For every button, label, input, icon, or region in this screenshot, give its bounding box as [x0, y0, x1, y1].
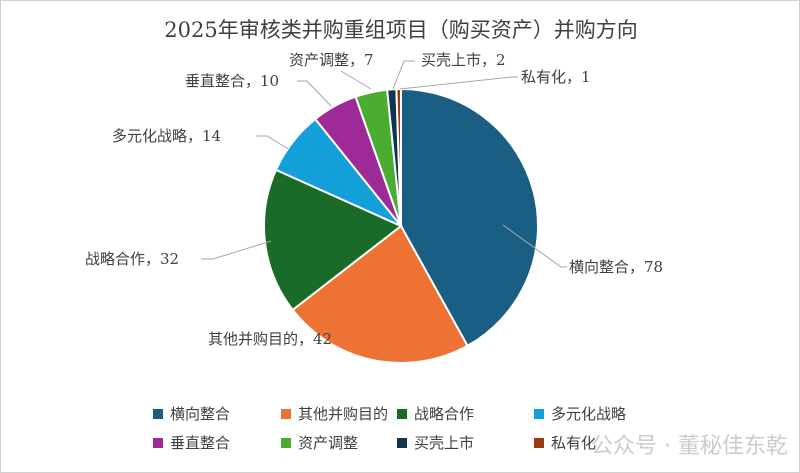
leader-line-2 [201, 240, 272, 260]
pie-slice-0 [400, 87, 539, 348]
watermark: 公众号 · 董秘佳东乾 [591, 434, 788, 459]
legend-label: 买壳上市 [414, 434, 474, 452]
legend-swatch [281, 409, 291, 419]
leader-line-7 [399, 76, 518, 90]
legend-swatch [534, 438, 544, 448]
legend-swatch [534, 409, 544, 419]
data-label-3: 多元化战略，14 [112, 127, 221, 145]
legend-label: 私有化 [551, 434, 596, 452]
legend-item-6: 买壳上市 [397, 434, 474, 452]
legend-item-1: 其他并购目的 [281, 405, 388, 423]
legend-item-2: 战略合作 [397, 405, 474, 423]
legend-label: 其他并购目的 [298, 405, 388, 423]
data-label-1: 其他并购目的，42 [208, 330, 332, 348]
leader-line-6 [392, 60, 415, 90]
legend-swatch [281, 438, 291, 448]
leader-line-4 [297, 80, 332, 107]
legend-label: 战略合作 [414, 405, 474, 423]
data-label-0: 横向整合，78 [569, 258, 663, 276]
legend-item-5: 资产调整 [281, 434, 358, 452]
leader-line-0 [502, 224, 567, 268]
legend-swatch [397, 438, 407, 448]
pie-slice-2 [263, 168, 403, 312]
legend-item-0: 横向整合 [153, 405, 230, 423]
legend-item-4: 垂直整合 [153, 434, 230, 452]
legend-label: 横向整合 [170, 405, 230, 423]
data-label-5: 资产调整，7 [289, 51, 374, 69]
data-label-2: 战略合作，32 [85, 250, 179, 268]
leader-line-5 [340, 70, 372, 90]
data-label-7: 私有化，1 [521, 68, 591, 86]
leader-line-3 [256, 135, 289, 150]
legend-swatch [153, 409, 163, 419]
data-label-4: 垂直整合，10 [185, 72, 279, 90]
legend-label: 多元化战略 [551, 405, 626, 423]
legend-item-3: 多元化战略 [534, 405, 626, 423]
legend-label: 资产调整 [298, 434, 358, 452]
legend-item-7: 私有化 [534, 434, 596, 452]
legend-swatch [153, 438, 163, 448]
pie-slice-1 [291, 224, 469, 364]
legend-label: 垂直整合 [170, 434, 230, 452]
data-label-6: 买壳上市，2 [421, 51, 506, 69]
chart-title: 2025年审核类并购重组项目（购买资产）并购方向 [164, 18, 637, 42]
legend-swatch [397, 409, 407, 419]
